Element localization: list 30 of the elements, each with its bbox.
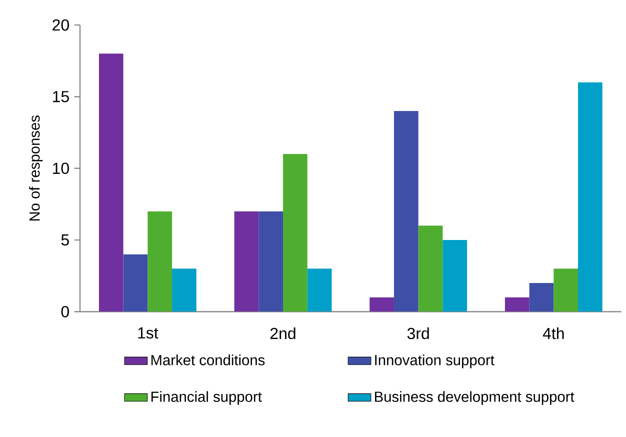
y-tick-label: 10 <box>53 162 69 174</box>
y-tick-label: 0 <box>61 306 69 318</box>
x-tick-label: 3rd <box>407 327 429 340</box>
bar <box>98 54 124 312</box>
bar <box>504 297 530 312</box>
bar <box>283 154 308 312</box>
bar <box>554 268 578 312</box>
x-tick-label: 2nd <box>270 327 296 340</box>
legend-label: Market conditions <box>151 354 265 366</box>
bar <box>123 254 148 312</box>
x-tick-label: 1st <box>138 327 158 339</box>
x-tick-label: 4th <box>542 327 564 340</box>
bar <box>234 211 259 312</box>
bar <box>578 82 602 312</box>
legend-label: Innovation support <box>375 354 494 368</box>
bar <box>442 240 468 312</box>
y-tick-label: 20 <box>52 19 69 31</box>
bar <box>307 268 332 312</box>
legend-label: Financial support <box>151 391 262 405</box>
bar <box>172 268 196 312</box>
bar <box>529 283 554 312</box>
y-tick-label: 5 <box>61 234 69 246</box>
bar <box>258 211 284 312</box>
bar <box>370 297 394 312</box>
bar <box>394 111 418 312</box>
bar <box>418 226 443 312</box>
y-tick-label: 15 <box>53 91 69 102</box>
legend-label: Business development support <box>375 391 574 405</box>
y-axis-title: No of responses <box>29 116 43 221</box>
bar <box>148 211 172 312</box>
